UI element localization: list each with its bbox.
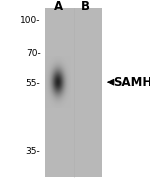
Text: B: B: [81, 0, 90, 13]
Text: 35-: 35-: [26, 147, 40, 156]
Bar: [45, 8, 102, 177]
Text: SAMHD1: SAMHD1: [113, 76, 150, 89]
Text: 100-: 100-: [20, 16, 40, 25]
Text: 70-: 70-: [26, 49, 40, 58]
Text: A: A: [54, 0, 63, 13]
Text: 55-: 55-: [26, 79, 40, 88]
